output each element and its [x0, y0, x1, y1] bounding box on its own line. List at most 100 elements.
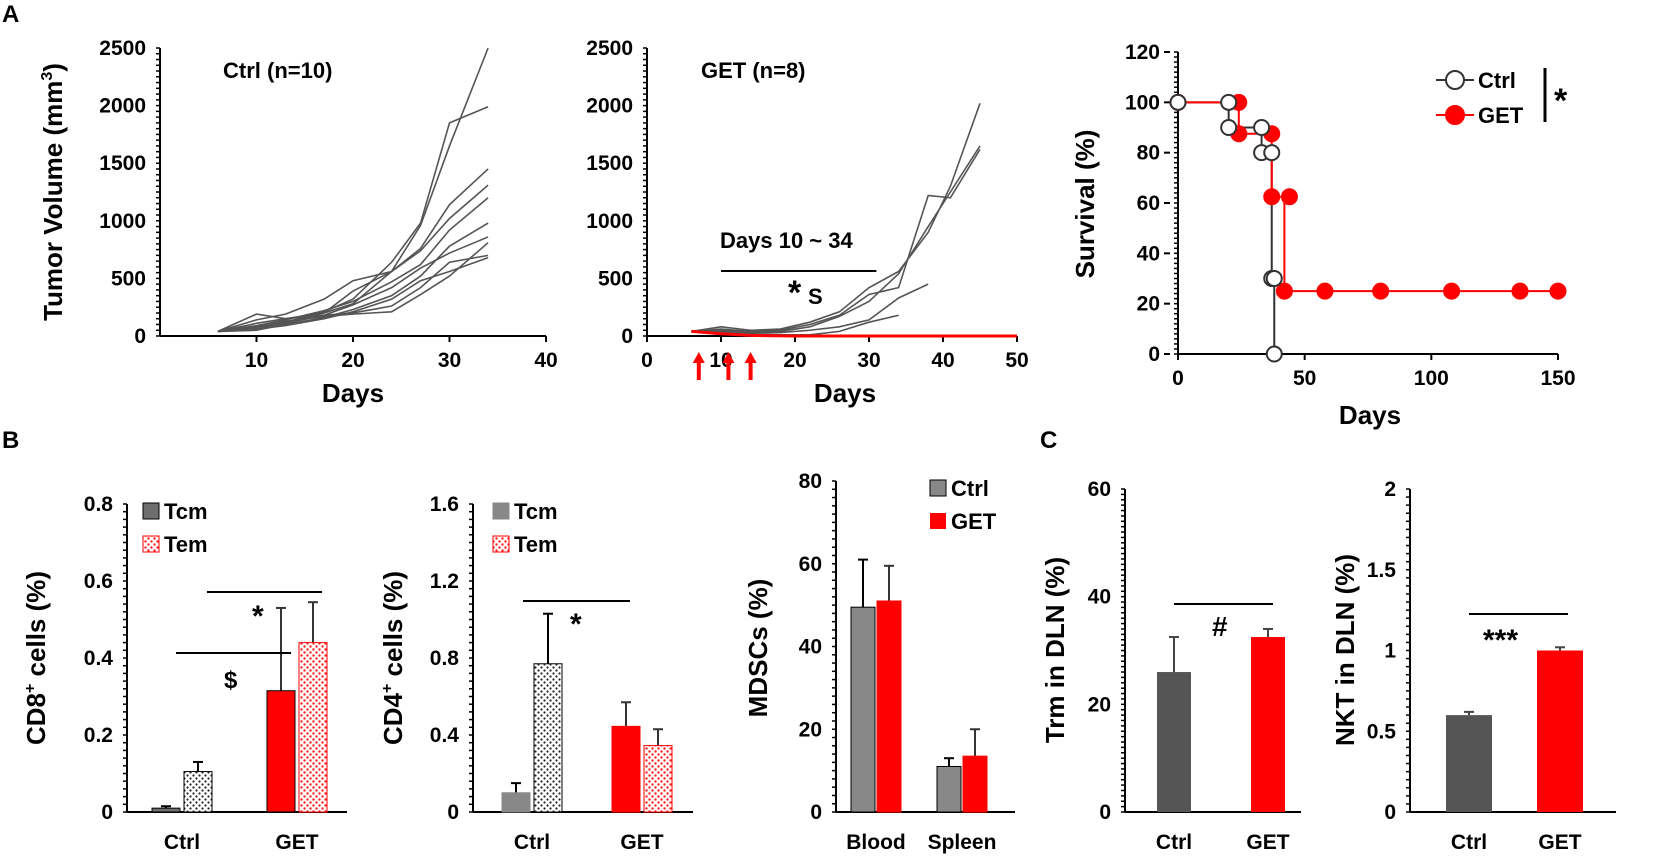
y-tick-label: 0.8: [430, 647, 460, 670]
y-tick-label: 1.5: [1367, 559, 1397, 582]
x-tick-label: Spleen: [928, 831, 997, 854]
y-tick-label: 80: [799, 470, 822, 493]
bar-tem-get: [643, 745, 673, 813]
series-line-g4: [691, 283, 929, 334]
x-tick-label: GET: [1538, 831, 1581, 854]
y-axis-title-main: Tumor Volume (mm: [38, 81, 68, 321]
y-tick-label: 0.5: [1367, 720, 1397, 743]
survival-marker-get: [1316, 282, 1334, 300]
y-tick-label: 1: [1384, 640, 1396, 663]
bar-get-spleen: [962, 755, 988, 813]
x-axis-title: Days: [1339, 400, 1401, 430]
series-line-g-cured: [691, 329, 1017, 338]
y-axis-title-main: CD8: [21, 693, 51, 745]
y-tick-label: 1.6: [430, 493, 459, 516]
legend-tcm-swatch: [142, 502, 160, 520]
bar-tcm-ctrl: [151, 807, 181, 813]
series-line-g2: [691, 103, 981, 333]
x-tick-label: Ctrl: [1451, 831, 1487, 854]
y-axis-title: Tumor Volume (mm3): [38, 63, 68, 321]
y-tick-label: 2000: [99, 95, 146, 118]
y-tick-label: 1500: [586, 152, 633, 175]
y-tick-label: 0: [1148, 343, 1160, 366]
significance-star: *: [1554, 82, 1568, 120]
y-tick-label: 0: [447, 801, 459, 824]
sig-upper: *: [252, 600, 264, 633]
x-tick-label: GET: [275, 831, 318, 854]
legend-ctrl-label: Ctrl: [951, 476, 989, 501]
x-axis-title: Days: [322, 378, 384, 408]
y-tick-label: 0: [621, 325, 633, 348]
y-tick-label: 1.2: [430, 570, 459, 593]
x-tick-label: 40: [931, 349, 954, 372]
y-axis-title-sup: +: [379, 684, 396, 693]
y-tick-label: 40: [799, 636, 822, 659]
y-axis-title: CD8+ cells (%): [21, 571, 51, 745]
chart-nkt: 0 0.5 1 1.5 2 Ctrl GET *** NKT in DLN (%): [1330, 478, 1616, 854]
bar-get: [1251, 637, 1285, 812]
legend-get-swatch: [930, 513, 946, 529]
legend-tem-label: Tem: [164, 532, 208, 557]
legend-tem-swatch: [142, 535, 160, 553]
y-axis-title: CD4+ cells (%): [378, 571, 408, 745]
x-tick-label: Ctrl: [164, 831, 200, 854]
legend-ctrl-label: Ctrl: [1478, 68, 1516, 93]
bar-ctrl: [1157, 672, 1191, 812]
y-tick-label: 1000: [586, 210, 633, 233]
legend-tem-label: Tem: [514, 532, 558, 557]
y-axis-title-sup: +: [22, 684, 39, 693]
y-tick-label: 0: [1384, 801, 1396, 824]
survival-marker-get: [1275, 282, 1293, 300]
survival-marker-get: [1372, 282, 1390, 300]
survival-marker-ctrl: [1265, 270, 1283, 287]
y-axis-title-tail: cells (%): [378, 571, 408, 684]
panel-label-b: B: [2, 427, 19, 454]
survival-marker-get: [1280, 188, 1298, 206]
survival-marker-get: [1263, 188, 1281, 206]
sig-stars: ***: [1483, 624, 1518, 657]
series-line-m4: [217, 184, 489, 333]
legend-get-marker: [1445, 105, 1465, 125]
y-tick-label: 0.6: [84, 570, 113, 593]
legend-ctrl-swatch: [929, 479, 947, 497]
bar-ctrl-spleen: [936, 765, 962, 813]
chart-mdsc: 0 20 40 60 80 Blood Spleen Ctrl GET MDSCs (%): [743, 470, 1015, 854]
chart-cd8: 0 0.2 0.4 0.6 0.8 Ctrl GET Tcm Tem * $ CD8+ c…: [21, 493, 347, 854]
sig-star: *: [570, 608, 582, 641]
x-tick-label: Ctrl: [1156, 831, 1192, 854]
bar-tem-ctrl: [533, 663, 563, 813]
significance-star: *: [788, 274, 802, 312]
treatment-arrow-head: [744, 352, 757, 363]
x-tick-label: GET: [620, 831, 663, 854]
survival-marker-get: [1549, 282, 1567, 300]
series-line-m9: [217, 256, 489, 333]
legend-tcm-swatch: [492, 502, 510, 520]
survival-marker-get: [1443, 282, 1461, 300]
legend: Ctrl GET *: [1436, 68, 1568, 128]
y-tick-label: 1500: [99, 152, 146, 175]
y-tick-label: 1000: [99, 210, 146, 233]
x-tick-label: Ctrl: [514, 831, 550, 854]
y-axis-title: MDSCs (%): [743, 579, 773, 718]
y-axis-title: NKT in DLN (%): [1330, 554, 1360, 746]
y-tick-label: 2500: [586, 37, 633, 60]
bar-get: [1537, 650, 1583, 812]
legend-ctrl-marker: [1445, 70, 1465, 90]
x-tick-label: 100: [1414, 367, 1449, 390]
y-tick-label: 60: [1088, 478, 1111, 501]
y-tick-label: 0: [1099, 801, 1111, 824]
y-tick-label: 60: [799, 553, 822, 576]
x-tick-label: 150: [1540, 367, 1575, 390]
x-tick-label: 0: [1172, 367, 1184, 390]
series-line-m1: [217, 47, 489, 333]
chart-trm: 0 20 40 60 Ctrl GET # Trm in DLN (%): [1040, 478, 1301, 854]
y-tick-label: 120: [1125, 41, 1160, 64]
survival-marker-ctrl: [1220, 119, 1238, 136]
series-line-m3: [217, 168, 489, 333]
y-axis-title-main: CD4: [378, 692, 408, 745]
x-tick-label: 50: [1005, 349, 1028, 372]
y-tick-label: 40: [1088, 586, 1111, 609]
series-line-m7: [217, 236, 489, 333]
x-tick-label: 10: [245, 349, 268, 372]
